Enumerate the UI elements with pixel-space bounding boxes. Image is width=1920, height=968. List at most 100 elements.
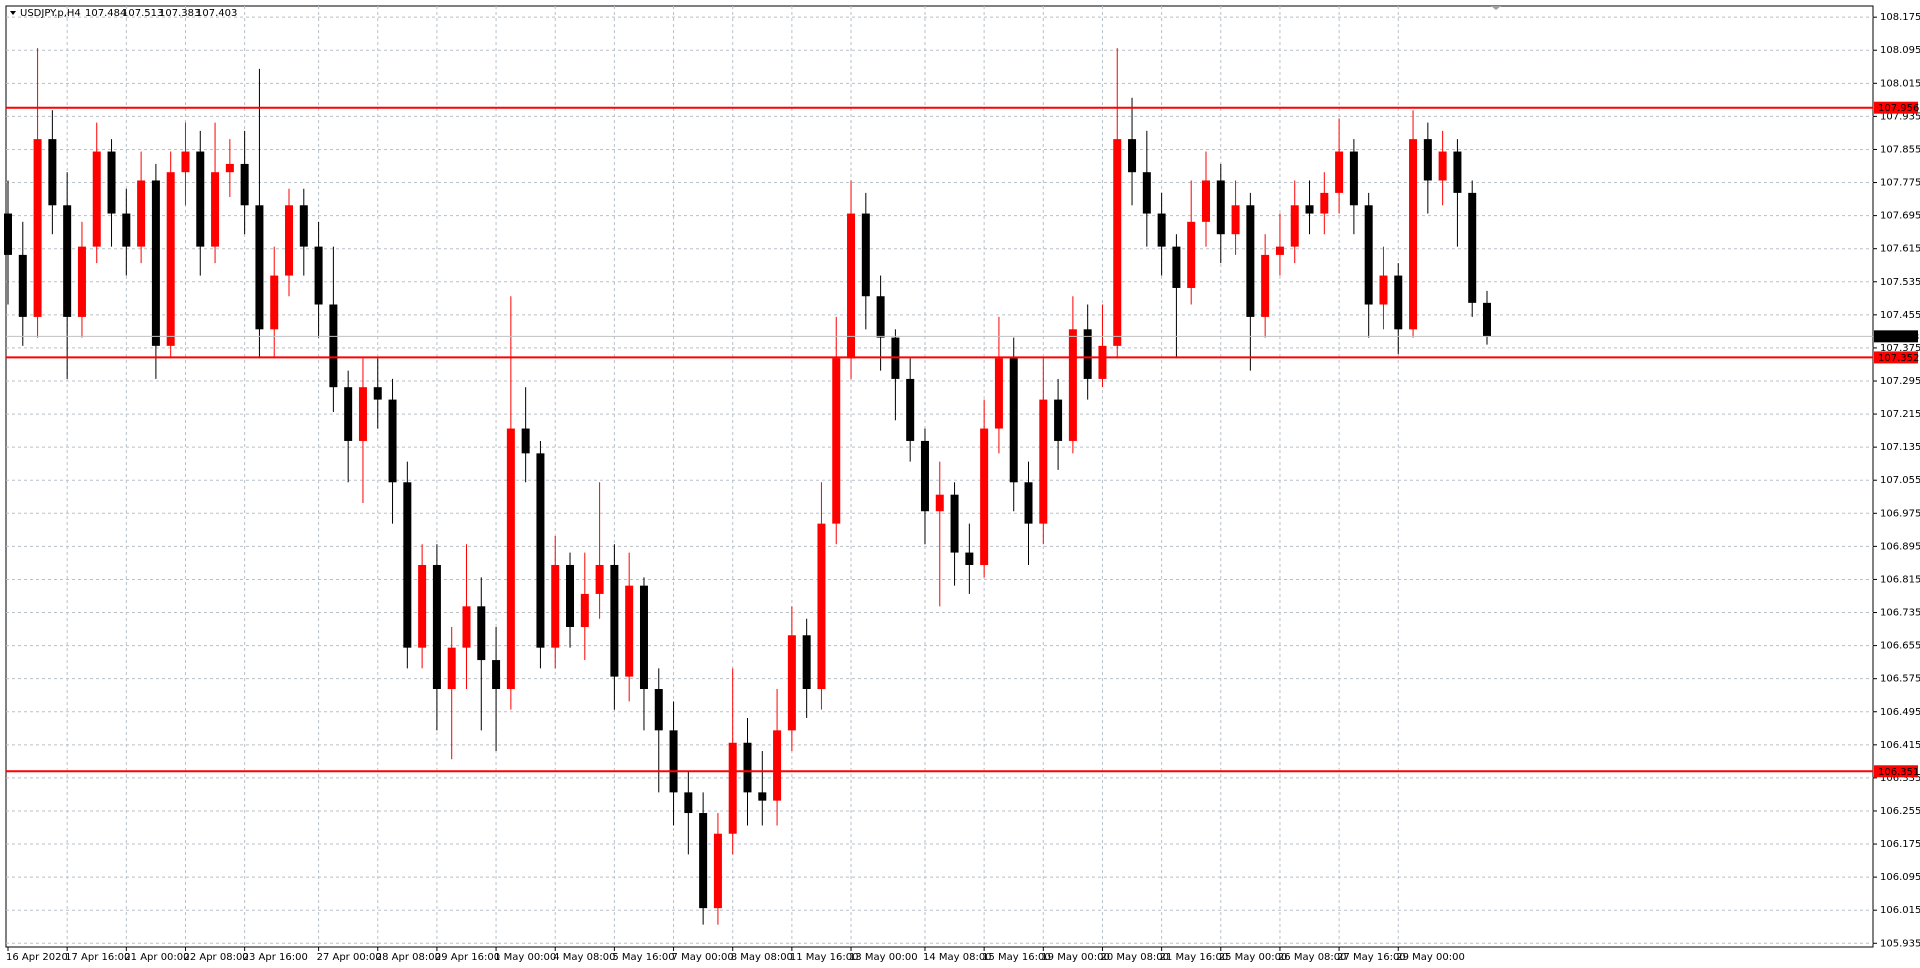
y-tick-label: 106.015 — [1880, 905, 1920, 916]
x-tick-label: 16 Apr 2020 — [6, 952, 68, 963]
candle-body — [107, 151, 116, 214]
y-tick-label: 106.415 — [1880, 740, 1920, 751]
candle-body — [166, 172, 175, 346]
candle-body — [1098, 345, 1107, 379]
x-tick-label: 20 May 08:00 — [1100, 952, 1169, 963]
x-tick-label: 27 Apr 00:00 — [317, 952, 382, 963]
y-tick-label: 106.095 — [1880, 872, 1920, 883]
y-tick-label: 107.295 — [1880, 376, 1920, 387]
candle-body — [77, 246, 86, 317]
candle-body — [225, 163, 234, 173]
candle-body — [373, 387, 382, 400]
y-tick-label: 107.135 — [1880, 442, 1920, 453]
candle-body — [1142, 172, 1151, 214]
candle-body — [920, 440, 929, 512]
candle-body — [492, 660, 501, 690]
y-tick-label: 107.935 — [1880, 111, 1920, 122]
candle-body — [33, 139, 42, 317]
candle-body — [536, 453, 545, 648]
candle-body — [1187, 221, 1196, 288]
y-tick-label: 107.775 — [1880, 178, 1920, 189]
last-low: 107.383 — [159, 8, 200, 19]
candle-body — [1113, 139, 1122, 346]
candle-body — [1335, 151, 1344, 193]
x-tick-label: 13 May 00:00 — [849, 952, 918, 963]
chart-title: USDJPY.p,H4 — [20, 8, 81, 19]
candle-body — [654, 689, 663, 731]
candle-body — [18, 254, 27, 317]
x-tick-label: 22 Apr 08:00 — [183, 952, 248, 963]
y-tick-label: 106.975 — [1880, 508, 1920, 519]
candle-body — [329, 304, 338, 388]
candles — [4, 48, 1491, 925]
level-label: 107.352 — [1878, 353, 1919, 364]
candle-body — [1054, 399, 1063, 441]
candle-body — [699, 813, 708, 909]
candle-body — [994, 358, 1003, 429]
candle-body — [432, 564, 441, 690]
candle-body — [1068, 329, 1077, 441]
candle-body — [935, 494, 944, 512]
y-tick-label: 106.735 — [1880, 608, 1920, 619]
x-tick-label: 1 May 00:00 — [494, 952, 556, 963]
candle-body — [211, 172, 220, 247]
y-tick-label: 108.095 — [1880, 45, 1920, 56]
candle-body — [639, 585, 648, 690]
candle-body — [1438, 151, 1447, 181]
last-high: 107.513 — [122, 8, 163, 19]
shift-marker — [1491, 6, 1501, 10]
x-tick-label: 11 May 16:00 — [790, 952, 859, 963]
candle-body — [1379, 275, 1388, 305]
candle-body — [1305, 205, 1314, 214]
candle-body — [847, 213, 856, 359]
y-tick-label: 106.895 — [1880, 541, 1920, 552]
candle-body — [1172, 246, 1181, 288]
level-tag — [1874, 765, 1918, 778]
levels — [6, 106, 1873, 773]
candle-body — [122, 213, 131, 247]
candle-body — [684, 792, 693, 814]
candle-body — [388, 399, 397, 483]
y-tick-label: 107.215 — [1880, 409, 1920, 420]
y-tick-label: 107.055 — [1880, 475, 1920, 486]
y-tick-label: 108.015 — [1880, 78, 1920, 89]
candle-body — [1275, 246, 1284, 255]
candle-body — [1009, 358, 1018, 483]
y-tick-label: 108.175 — [1880, 12, 1920, 23]
last-close: 107.403 — [196, 8, 237, 19]
x-tick-label: 28 Apr 08:00 — [376, 952, 441, 963]
candle-body — [1468, 192, 1477, 303]
level-label: 106.351 — [1878, 767, 1919, 778]
candle-body — [447, 647, 456, 690]
y-tick-label: 107.455 — [1880, 310, 1920, 321]
candle-body — [876, 296, 885, 338]
candle-body — [92, 151, 101, 247]
candle-body — [403, 482, 412, 648]
candle-body — [1216, 180, 1225, 235]
candle-body — [181, 151, 190, 173]
candle-body — [151, 180, 160, 346]
candle-body — [1320, 192, 1329, 214]
candle-body — [758, 792, 767, 801]
candle-body — [1231, 205, 1240, 235]
candle-body — [580, 593, 589, 627]
candle-body — [270, 275, 279, 330]
candle-body — [1290, 205, 1299, 247]
candle-body — [1453, 151, 1462, 193]
candle-body — [314, 246, 323, 305]
candle-body — [832, 358, 841, 524]
last-price-tag — [1874, 330, 1918, 343]
candle-body — [255, 205, 264, 330]
candle-body — [137, 180, 146, 247]
candle-body — [1364, 205, 1373, 305]
candle-body — [63, 205, 72, 317]
candle-body — [743, 742, 752, 793]
candle-body — [1083, 329, 1092, 379]
menu-arrow[interactable] — [10, 11, 16, 15]
candle-body — [773, 730, 782, 801]
candle-body — [521, 428, 530, 454]
x-tick-label: 25 May 00:00 — [1219, 952, 1288, 963]
candle-body — [817, 523, 826, 690]
y-tick-label: 106.815 — [1880, 574, 1920, 585]
